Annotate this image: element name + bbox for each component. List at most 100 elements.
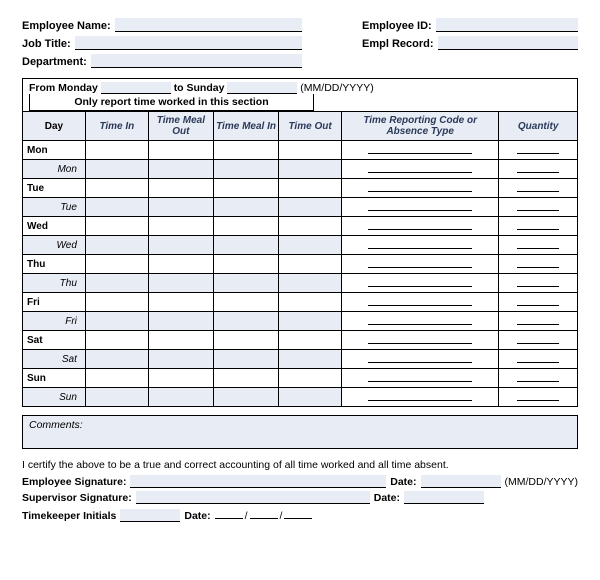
qty-cell[interactable]: [499, 369, 578, 388]
time-in-cell[interactable]: [85, 293, 148, 312]
meal-in-cell[interactable]: [213, 293, 278, 312]
meal-out-cell[interactable]: [148, 331, 213, 350]
qty-cell[interactable]: [499, 388, 578, 407]
meal-out-cell[interactable]: [148, 274, 213, 293]
time-out-cell[interactable]: [279, 141, 342, 160]
time-out-cell[interactable]: [279, 293, 342, 312]
meal-in-cell[interactable]: [213, 350, 278, 369]
code-cell[interactable]: [342, 331, 499, 350]
qty-cell[interactable]: [499, 217, 578, 236]
time-in-cell[interactable]: [85, 274, 148, 293]
code-cell[interactable]: [342, 388, 499, 407]
time-in-cell[interactable]: [85, 217, 148, 236]
meal-out-cell[interactable]: [148, 350, 213, 369]
code-cell[interactable]: [342, 274, 499, 293]
time-out-cell[interactable]: [279, 236, 342, 255]
meal-in-cell[interactable]: [213, 179, 278, 198]
time-out-cell[interactable]: [279, 274, 342, 293]
meal-in-cell[interactable]: [213, 160, 278, 179]
time-in-cell[interactable]: [85, 388, 148, 407]
meal-out-cell[interactable]: [148, 141, 213, 160]
employee-name-input[interactable]: [115, 18, 302, 32]
meal-out-cell[interactable]: [148, 217, 213, 236]
time-in-cell[interactable]: [85, 236, 148, 255]
sup-sig-date-input[interactable]: [404, 491, 484, 504]
time-out-cell[interactable]: [279, 312, 342, 331]
meal-out-cell[interactable]: [148, 160, 213, 179]
code-cell[interactable]: [342, 217, 499, 236]
supervisor-signature-input[interactable]: [136, 491, 370, 504]
qty-cell[interactable]: [499, 312, 578, 331]
code-cell[interactable]: [342, 179, 499, 198]
time-out-cell[interactable]: [279, 388, 342, 407]
table-row: Sat: [23, 331, 578, 350]
time-in-cell[interactable]: [85, 312, 148, 331]
time-in-cell[interactable]: [85, 255, 148, 274]
meal-out-cell[interactable]: [148, 236, 213, 255]
time-out-cell[interactable]: [279, 217, 342, 236]
code-cell[interactable]: [342, 198, 499, 217]
time-in-cell[interactable]: [85, 350, 148, 369]
time-out-cell[interactable]: [279, 331, 342, 350]
time-in-cell[interactable]: [85, 179, 148, 198]
code-cell[interactable]: [342, 141, 499, 160]
code-cell[interactable]: [342, 160, 499, 179]
timekeeper-date-input[interactable]: //: [215, 507, 313, 522]
time-in-cell[interactable]: [85, 141, 148, 160]
meal-in-cell[interactable]: [213, 141, 278, 160]
meal-out-cell[interactable]: [148, 293, 213, 312]
qty-cell[interactable]: [499, 350, 578, 369]
meal-in-cell[interactable]: [213, 217, 278, 236]
time-out-cell[interactable]: [279, 255, 342, 274]
meal-out-cell[interactable]: [148, 198, 213, 217]
meal-out-cell[interactable]: [148, 255, 213, 274]
to-date-input[interactable]: [227, 82, 297, 94]
meal-in-cell[interactable]: [213, 312, 278, 331]
qty-cell[interactable]: [499, 331, 578, 350]
code-cell[interactable]: [342, 312, 499, 331]
code-cell[interactable]: [342, 236, 499, 255]
emp-sig-date-input[interactable]: [421, 475, 501, 488]
job-title-input[interactable]: [75, 36, 302, 50]
from-date-input[interactable]: [101, 82, 171, 94]
qty-cell[interactable]: [499, 141, 578, 160]
meal-in-cell[interactable]: [213, 198, 278, 217]
time-in-cell[interactable]: [85, 160, 148, 179]
meal-out-cell[interactable]: [148, 388, 213, 407]
comments-box[interactable]: Comments:: [22, 415, 578, 449]
empl-record-input[interactable]: [438, 36, 578, 50]
qty-cell[interactable]: [499, 236, 578, 255]
meal-out-cell[interactable]: [148, 179, 213, 198]
meal-out-cell[interactable]: [148, 369, 213, 388]
employee-id-input[interactable]: [436, 18, 578, 32]
meal-in-cell[interactable]: [213, 236, 278, 255]
meal-out-cell[interactable]: [148, 312, 213, 331]
meal-in-cell[interactable]: [213, 331, 278, 350]
qty-cell[interactable]: [499, 198, 578, 217]
time-out-cell[interactable]: [279, 160, 342, 179]
time-in-cell[interactable]: [85, 331, 148, 350]
qty-cell[interactable]: [499, 293, 578, 312]
qty-cell[interactable]: [499, 160, 578, 179]
code-cell[interactable]: [342, 293, 499, 312]
time-out-cell[interactable]: [279, 369, 342, 388]
qty-cell[interactable]: [499, 255, 578, 274]
time-out-cell[interactable]: [279, 350, 342, 369]
code-cell[interactable]: [342, 350, 499, 369]
time-out-cell[interactable]: [279, 179, 342, 198]
qty-cell[interactable]: [499, 274, 578, 293]
time-in-cell[interactable]: [85, 369, 148, 388]
meal-in-cell[interactable]: [213, 369, 278, 388]
qty-cell[interactable]: [499, 179, 578, 198]
meal-in-cell[interactable]: [213, 255, 278, 274]
table-row: Sun: [23, 369, 578, 388]
meal-in-cell[interactable]: [213, 388, 278, 407]
employee-signature-input[interactable]: [130, 475, 386, 488]
timekeeper-initials-input[interactable]: [120, 509, 180, 522]
time-in-cell[interactable]: [85, 198, 148, 217]
meal-in-cell[interactable]: [213, 274, 278, 293]
code-cell[interactable]: [342, 255, 499, 274]
department-input[interactable]: [91, 54, 302, 68]
time-out-cell[interactable]: [279, 198, 342, 217]
code-cell[interactable]: [342, 369, 499, 388]
